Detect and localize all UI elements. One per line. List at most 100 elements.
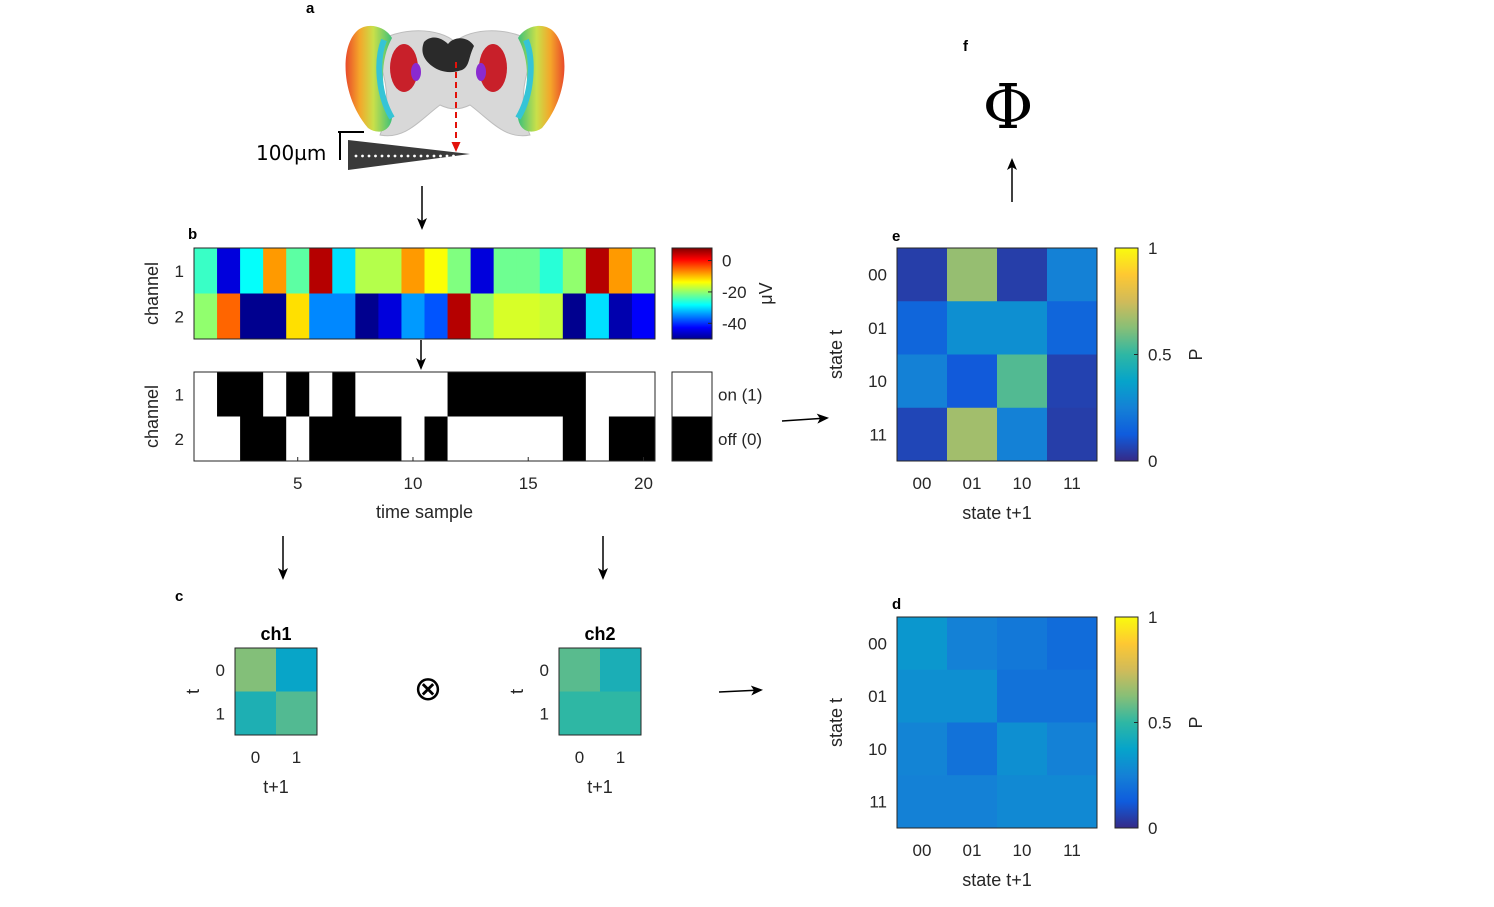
plot-frame xyxy=(896,616,1098,829)
heatmap-cell xyxy=(263,293,287,340)
x-tick-label: 10 xyxy=(1013,474,1032,493)
heatmap-cell xyxy=(997,248,1048,302)
x-tick-label: 01 xyxy=(963,841,982,860)
y-axis-label: t xyxy=(183,689,203,694)
heatmap-cell xyxy=(378,293,402,340)
scale-bar: 100µm xyxy=(256,131,364,165)
x-tick-label: 01 xyxy=(963,474,982,493)
electrode-probe xyxy=(348,140,470,170)
x-tick-label: 11 xyxy=(1063,841,1081,860)
voltage-heatmap: 1 2 channel 0 -20 -40 μV xyxy=(142,247,776,340)
y-axis-label: channel xyxy=(142,385,162,448)
left-lobula xyxy=(390,44,418,92)
plot-frame xyxy=(193,247,656,340)
left-medulla xyxy=(376,38,395,120)
heatmap-cell xyxy=(631,416,656,462)
heatmap-cell xyxy=(897,722,948,776)
panel-label-a: a xyxy=(306,0,315,17)
y-axis-label: state t xyxy=(826,330,846,379)
heatmap-cell xyxy=(1047,775,1098,829)
y-tick-label: 1 xyxy=(175,262,184,281)
x-axis-label: state t+1 xyxy=(962,503,1032,523)
electrode-contact xyxy=(387,154,390,158)
heatmap-cell xyxy=(1047,354,1098,409)
arrow-b-to-e xyxy=(781,413,829,424)
heatmap-cell xyxy=(240,293,264,340)
electrode-contact xyxy=(426,154,429,158)
heatmap-cell xyxy=(997,722,1048,776)
y-tick-label: 11 xyxy=(869,793,887,812)
heatmap-cell xyxy=(539,372,564,417)
heatmap-cell xyxy=(608,372,633,417)
heatmap-cell xyxy=(585,293,610,340)
x-axis-label: t+1 xyxy=(263,777,289,797)
heatmap-cell xyxy=(235,648,277,692)
electrode-contact xyxy=(445,154,449,158)
heatmap-cell xyxy=(355,293,379,340)
heatmap-cell xyxy=(470,372,495,417)
heatmap-cell xyxy=(470,416,495,462)
heatmap-cell xyxy=(897,301,948,355)
heatmap-cell xyxy=(559,691,601,736)
heatmap-cell xyxy=(217,248,241,294)
colorbar-label: μV xyxy=(756,282,776,304)
heatmap-cell xyxy=(600,648,642,692)
heatmap-cell xyxy=(263,372,287,417)
ch2-tpm: 0 1 0 1 t t+1 ch2 xyxy=(507,624,642,797)
heatmap-cell xyxy=(608,293,633,340)
heatmap-cell xyxy=(997,407,1048,462)
heatmap-cell xyxy=(562,416,587,462)
electrode-contact xyxy=(361,154,364,158)
x-axis-label: t+1 xyxy=(587,777,613,797)
colorbar-tick-label: 1 xyxy=(1148,239,1157,258)
heatmap-cell xyxy=(516,372,541,417)
y-tick-label: 11 xyxy=(869,425,887,444)
right-lobula-plate xyxy=(476,63,486,81)
heatmap-cell xyxy=(1047,248,1098,302)
electrode-contact xyxy=(374,154,377,158)
heatmap-cell xyxy=(424,372,448,417)
heatmap-cell xyxy=(1047,669,1098,723)
y-axis-label: state t xyxy=(826,698,846,747)
heatmap-cell xyxy=(401,293,425,340)
panel-label-c: c xyxy=(175,588,183,605)
colorbar-label: P xyxy=(1186,348,1206,360)
heatmap-cell xyxy=(217,372,241,417)
heatmap-cell xyxy=(585,248,610,294)
y-tick-label: 10 xyxy=(868,740,887,759)
legend-swatch-on xyxy=(672,372,712,417)
colorbar-label: P xyxy=(1186,716,1206,728)
panel-label-d: d xyxy=(892,596,901,613)
chart-title: ch1 xyxy=(260,624,291,644)
x-tick-label: 5 xyxy=(293,474,302,493)
y-tick-label: 1 xyxy=(540,704,549,723)
electrode-contact xyxy=(393,154,397,158)
heatmap-cell xyxy=(947,617,998,671)
heatmap-cell xyxy=(447,248,471,294)
scale-bar-label: 100µm xyxy=(256,141,326,165)
heatmap-cell xyxy=(194,372,218,417)
x-tick-label: 1 xyxy=(616,748,625,767)
heatmap-cell xyxy=(608,416,633,462)
legend-frame xyxy=(671,371,713,462)
tensor-product-operator: ⊗ xyxy=(414,669,443,709)
heatmap-cell xyxy=(897,775,948,829)
x-tick-label: 10 xyxy=(404,474,423,493)
heatmap-cell xyxy=(194,248,218,294)
x-tick-label: 11 xyxy=(1063,474,1081,493)
heatmap-cell xyxy=(309,416,333,462)
heatmap-cell xyxy=(516,293,541,340)
phi-symbol: Φ xyxy=(983,70,1034,143)
heatmap-cell xyxy=(378,372,402,417)
electrode-contact xyxy=(419,154,423,158)
heatmap-cell xyxy=(286,372,310,417)
heatmap-cell xyxy=(447,372,471,417)
heatmap-cell xyxy=(947,248,998,302)
colorbar xyxy=(671,247,713,340)
heatmap-cell xyxy=(217,293,241,340)
electrode-contact xyxy=(400,154,403,158)
colorbar-tick-label: -20 xyxy=(722,283,747,302)
heatmap-cell xyxy=(600,691,642,736)
heatmap-cell xyxy=(559,648,601,692)
electrode-contact xyxy=(380,154,384,158)
